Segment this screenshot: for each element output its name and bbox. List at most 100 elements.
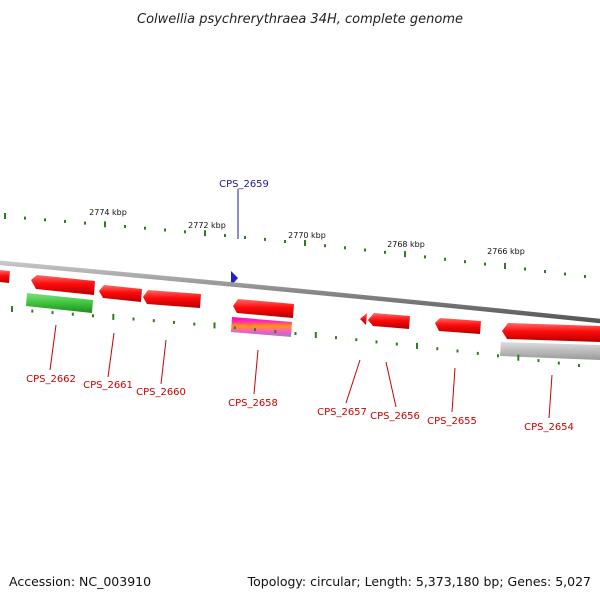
inner-tick-ring — [11, 306, 580, 367]
outer-ring-minor-tick — [424, 255, 426, 259]
genome-title: Colwellia psychrerythraea 34H, complete … — [137, 12, 463, 27]
gene-cps-2658-leader — [253, 349, 259, 395]
inner-ring-minor-tick — [395, 342, 398, 346]
gene-cps-2659-arrow[interactable] — [231, 271, 238, 286]
outer-ring-major-tick — [4, 213, 6, 219]
inner-ring-minor-tick — [132, 317, 135, 321]
pseudo-feature-gray[interactable] — [500, 342, 600, 360]
outer-ring-major-tick — [204, 230, 206, 237]
gene-cps-2654-leader — [548, 374, 553, 419]
scale-label-2768: 2768 kbp — [387, 240, 425, 249]
reverse-strand-genes — [0, 270, 600, 342]
gene-cps-2656-leader — [385, 361, 397, 408]
inner-ring-minor-tick — [497, 354, 499, 358]
outer-ring-major-tick — [104, 221, 106, 228]
inner-ring-minor-tick — [71, 312, 74, 316]
inner-ring-major-tick — [314, 332, 317, 338]
gene-cps-2660-arrow[interactable] — [143, 290, 201, 308]
gene-labels: CPS_2662 CPS_2661 CPS_2660 CPS_2658 CPS_… — [26, 324, 574, 433]
gene-cps-2655-arrow[interactable] — [435, 318, 481, 334]
inner-ring-minor-tick — [557, 361, 560, 365]
outer-ring-minor-tick — [244, 236, 246, 239]
gene-cps-2660-leader — [160, 339, 167, 385]
gene-cps-2661-arrow[interactable] — [99, 285, 142, 302]
gene-cps-2657-arrow[interactable] — [360, 313, 367, 325]
outer-ring-minor-tick — [564, 272, 566, 276]
inner-ring-minor-tick — [233, 326, 236, 330]
inner-ring-minor-tick — [436, 347, 439, 351]
gene-cps-2654-label[interactable]: CPS_2654 — [524, 422, 574, 433]
outer-ring-minor-tick — [284, 240, 286, 243]
gene-cps-2662-label[interactable]: CPS_2662 — [26, 374, 76, 385]
gene-cps-2655-label[interactable]: CPS_2655 — [427, 416, 477, 427]
outer-tick-ring — [4, 213, 586, 278]
gene-cps-2658-arrow[interactable] — [233, 299, 294, 318]
inner-ring-major-tick — [213, 322, 216, 329]
accession-text: Accession: NC_003910 — [9, 574, 151, 589]
scale-label-2770: 2770 kbp — [288, 231, 326, 240]
outer-ring-minor-tick — [224, 234, 226, 237]
gene-cps-2657-leader — [345, 359, 361, 404]
rna-feature-green[interactable] — [26, 293, 93, 313]
scale-label-2766: 2766 kbp — [487, 247, 525, 256]
scale-label-2772: 2772 kbp — [188, 221, 226, 230]
inner-ring-minor-tick — [375, 340, 378, 344]
gene-cps-2663-partial-arrow[interactable] — [0, 270, 10, 283]
gene-cps-2660-label[interactable]: CPS_2660 — [136, 387, 186, 398]
scale-labels: 2774 kbp 2772 kbp 2770 kbp 2768 kbp 2766… — [89, 208, 525, 256]
outer-ring-minor-tick — [544, 270, 546, 273]
gene-cps-2661-leader — [107, 332, 115, 378]
inner-ring-minor-tick — [578, 364, 580, 367]
genome-summary-text: Topology: circular; Length: 5,373,180 bp… — [247, 574, 591, 589]
scale-label-2774: 2774 kbp — [89, 208, 127, 217]
outer-ring-minor-tick — [364, 248, 366, 252]
outer-ring-minor-tick — [324, 244, 326, 248]
outer-ring-minor-tick — [164, 228, 166, 232]
inner-ring-minor-tick — [193, 322, 196, 326]
genome-backbone — [0, 260, 600, 324]
gene-cps-2656-label[interactable]: CPS_2656 — [370, 411, 420, 422]
gene-cps-2659-label[interactable]: CPS_2659 — [219, 179, 269, 190]
inner-ring-major-tick — [416, 342, 418, 349]
secondary-features — [26, 293, 600, 360]
inner-ring-minor-tick — [335, 336, 337, 340]
outer-ring-major-tick — [404, 251, 406, 258]
gene-cps-2661-label[interactable]: CPS_2661 — [83, 380, 133, 391]
inner-ring-minor-tick — [537, 359, 540, 363]
outer-ring-minor-tick — [524, 267, 526, 271]
inner-ring-major-tick — [112, 313, 115, 320]
inner-ring-major-tick — [11, 306, 13, 312]
outer-ring-major-tick — [504, 263, 506, 269]
gene-cps-2656-arrow[interactable] — [368, 313, 410, 329]
inner-ring-minor-tick — [274, 330, 277, 333]
inner-ring-minor-tick — [51, 311, 54, 315]
inner-ring-minor-tick — [152, 319, 155, 323]
gene-cps-2662-leader — [49, 324, 57, 371]
inner-ring-minor-tick — [294, 332, 297, 335]
outer-ring-minor-tick — [64, 219, 66, 223]
outer-ring-minor-tick — [264, 237, 266, 241]
outer-ring-minor-tick — [444, 257, 446, 261]
gene-cps-2654-arrow[interactable] — [502, 323, 600, 342]
inner-ring-minor-tick — [173, 320, 175, 324]
outer-ring-minor-tick — [344, 246, 346, 250]
gene-cps-2659[interactable]: CPS_2659 — [219, 179, 269, 286]
inner-ring-minor-tick — [92, 314, 94, 318]
gene-cps-2657-label[interactable]: CPS_2657 — [317, 407, 367, 418]
outer-ring-minor-tick — [384, 250, 386, 254]
inner-ring-minor-tick — [254, 328, 256, 332]
outer-ring-minor-tick — [124, 225, 126, 228]
inner-ring-minor-tick — [355, 338, 358, 342]
inner-ring-minor-tick — [456, 349, 459, 353]
gene-cps-2658-label[interactable]: CPS_2658 — [228, 398, 278, 409]
gene-cps-2662-arrow[interactable] — [31, 275, 95, 295]
outer-ring-minor-tick — [144, 226, 146, 230]
inner-ring-major-tick — [517, 354, 520, 361]
multi-feature-stripes[interactable] — [231, 317, 292, 337]
outer-ring-minor-tick — [24, 216, 26, 220]
outer-ring-minor-tick — [44, 218, 46, 222]
outer-ring-minor-tick — [184, 230, 186, 234]
inner-ring-minor-tick — [476, 351, 479, 355]
gene-cps-2655-leader — [451, 367, 456, 413]
